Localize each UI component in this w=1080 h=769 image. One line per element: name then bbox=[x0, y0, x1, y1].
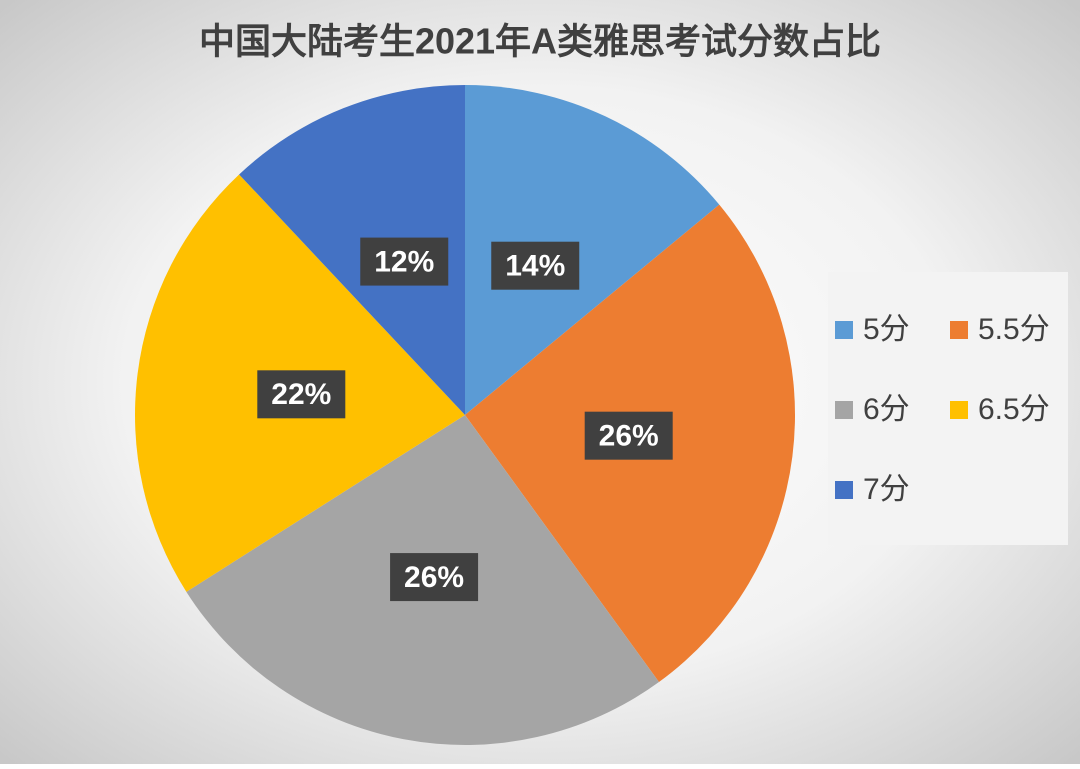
legend-label: 6.5分 bbox=[978, 393, 1050, 426]
data-label-box bbox=[360, 237, 449, 286]
pie-slice bbox=[239, 85, 465, 415]
chart-title: 中国大陆考生2021年A类雅思考试分数占比 bbox=[199, 21, 881, 62]
data-label: 12% bbox=[374, 246, 434, 279]
data-label-box bbox=[390, 553, 479, 602]
data-label: 14% bbox=[505, 250, 565, 283]
data-label: 26% bbox=[404, 561, 464, 594]
legend-swatch bbox=[835, 401, 853, 419]
legend-swatch bbox=[835, 481, 853, 499]
data-label: 26% bbox=[599, 420, 659, 453]
data-label-box bbox=[491, 241, 580, 290]
legend-swatch bbox=[950, 321, 968, 339]
legend-label: 7分 bbox=[863, 473, 910, 506]
pie-slice bbox=[465, 85, 720, 415]
legend-label: 5.5分 bbox=[978, 313, 1050, 346]
data-label-box bbox=[584, 411, 673, 460]
data-label-box bbox=[257, 370, 346, 419]
legend-swatch bbox=[950, 401, 968, 419]
data-label: 22% bbox=[271, 378, 331, 411]
legend-box bbox=[828, 272, 1068, 545]
legend-swatch bbox=[835, 321, 853, 339]
legend-label: 6分 bbox=[863, 393, 910, 426]
legend-label: 5分 bbox=[863, 313, 910, 346]
